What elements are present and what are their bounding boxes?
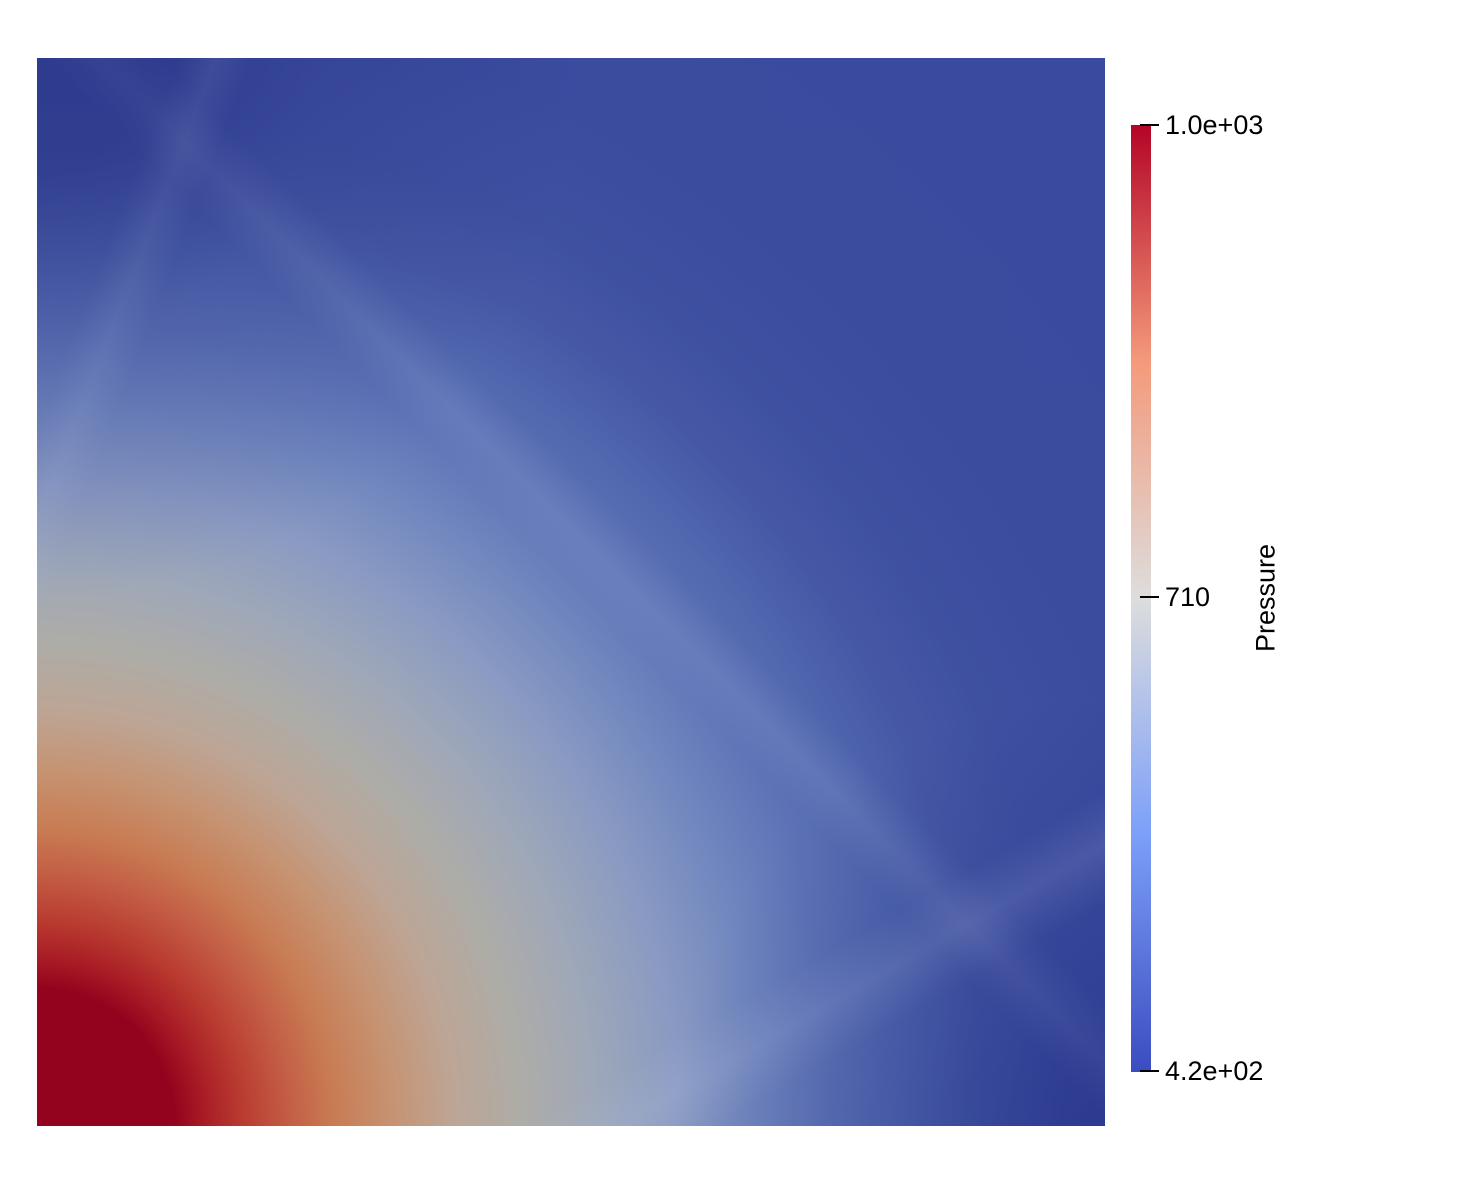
colorbar-label-mid: 710 [1165, 582, 1211, 612]
colorbar-tick-mid [1140, 596, 1159, 598]
colorbar-label-min: 4.2e+02 [1165, 1056, 1264, 1086]
colorbar-label-max: 1.0e+03 [1165, 110, 1264, 140]
colorbar-tick-min [1140, 1070, 1159, 1072]
pressure-field[interactable] [37, 58, 1105, 1126]
colorbar-gradient[interactable] [1131, 125, 1151, 1072]
colorbar-tick-max [1140, 124, 1159, 126]
colorbar-title: Pressure [1250, 543, 1281, 653]
